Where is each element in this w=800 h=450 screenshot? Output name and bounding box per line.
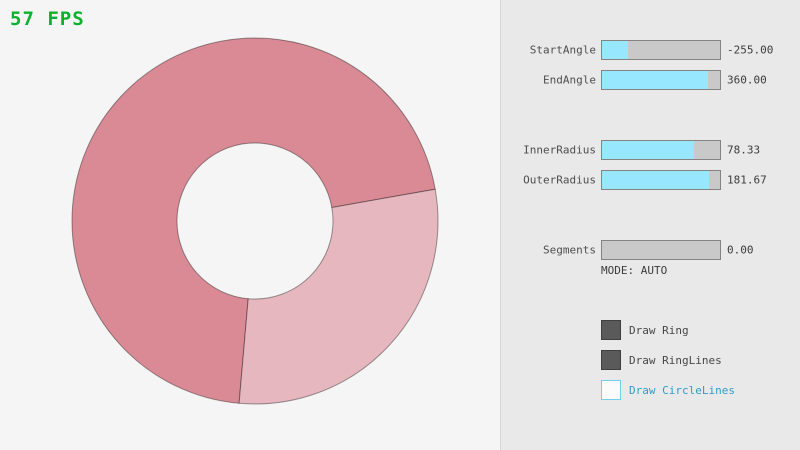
- start-angle-label: StartAngle: [529, 43, 596, 57]
- draw-ringlines-checkbox[interactable]: [601, 350, 621, 370]
- slider-row-outer-radius: OuterRadius 181.67: [501, 170, 800, 190]
- slider-fill: [602, 41, 628, 59]
- slider-row-segments: Segments 0.00: [501, 240, 800, 260]
- draw-ring-checkbox[interactable]: [601, 320, 621, 340]
- outer-radius-label: OuterRadius: [523, 173, 596, 187]
- start-angle-slider[interactable]: [601, 40, 721, 60]
- slider-row-inner-radius: InnerRadius 78.33: [501, 140, 800, 160]
- slider-row-start-angle: StartAngle -255.00: [501, 40, 800, 60]
- inner-radius-label: InnerRadius: [523, 143, 596, 157]
- end-angle-value: 360.00: [727, 73, 767, 87]
- inner-radius-slider[interactable]: [601, 140, 721, 160]
- draw-circlelines-checkbox[interactable]: [601, 380, 621, 400]
- control-panel: StartAngle -255.00 EndAngle 360.00 Inner…: [500, 0, 800, 450]
- end-angle-label: EndAngle: [543, 73, 596, 87]
- draw-circlelines-checkbox-row: Draw CircleLines: [601, 380, 735, 400]
- slider-fill: [602, 171, 710, 189]
- ring-sector-double: [71, 37, 436, 404]
- slider-fill: [602, 141, 695, 159]
- outer-radius-slider[interactable]: [601, 170, 721, 190]
- outer-radius-value: 181.67: [727, 173, 767, 187]
- inner-radius-value: 78.33: [727, 143, 761, 157]
- draw-ring-checkbox-row: Draw Ring: [601, 320, 689, 340]
- segments-slider[interactable]: [601, 240, 721, 260]
- slider-fill: [602, 71, 709, 89]
- slider-row-end-angle: EndAngle 360.00: [501, 70, 800, 90]
- segments-mode-text: MODE: AUTO: [601, 264, 668, 277]
- start-angle-value: -255.00: [727, 43, 774, 57]
- draw-ringlines-label: Draw RingLines: [629, 353, 722, 367]
- draw-circlelines-label: Draw CircleLines: [629, 383, 735, 397]
- draw-ring-label: Draw Ring: [629, 323, 689, 337]
- fps-counter: 57 FPS: [10, 8, 85, 30]
- segments-value: 0.00: [727, 243, 754, 257]
- segments-label: Segments: [543, 243, 596, 257]
- end-angle-slider[interactable]: [601, 70, 721, 90]
- ring-sector-single: [238, 188, 439, 405]
- draw-ringlines-checkbox-row: Draw RingLines: [601, 350, 722, 370]
